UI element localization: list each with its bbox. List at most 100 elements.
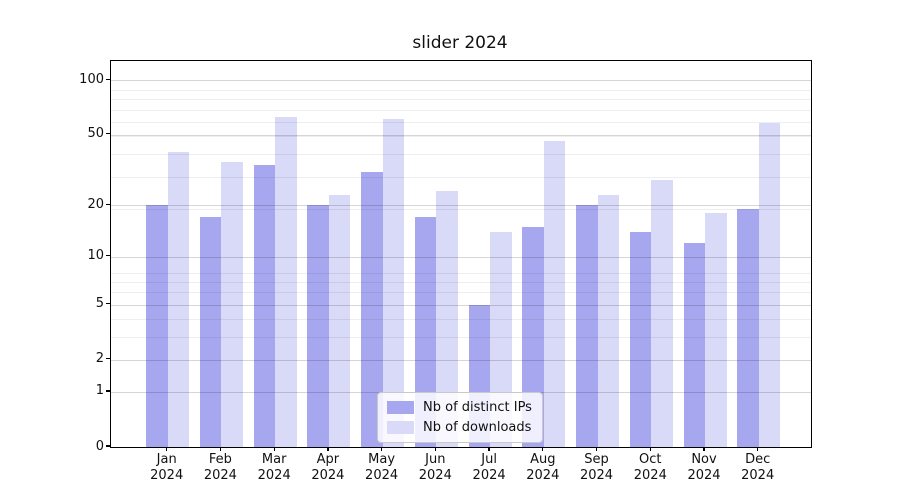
gridline-minor-49 <box>111 136 811 138</box>
x-tick-month: Apr <box>316 452 340 467</box>
gridline-major-50 <box>111 134 811 136</box>
x-tick-label-jan: Jan 2024 <box>137 452 197 484</box>
x-tick-month: Oct <box>639 452 662 467</box>
bar-ips-dec <box>737 209 759 447</box>
x-tick-label-dec: Dec 2024 <box>728 452 788 484</box>
y-tick-mark-2 <box>106 358 110 360</box>
legend-entry-1: Nb of downloads <box>387 420 532 435</box>
x-tick-label-feb: Feb 2024 <box>190 452 250 484</box>
y-tick-label-10: 10 <box>87 248 104 263</box>
y-tick-label-20: 20 <box>87 196 104 212</box>
bar-downloads-apr <box>328 194 351 447</box>
x-tick-mark-oct <box>649 447 651 451</box>
y-tick-mark-50 <box>106 133 110 135</box>
x-tick-label-mar: Mar 2024 <box>244 452 304 484</box>
bar-ips-may <box>361 171 383 447</box>
y-tick-label-2: 2 <box>95 351 104 367</box>
gridline-major-20 <box>111 205 811 207</box>
gridline-minor-39 <box>111 154 811 155</box>
bar-downloads-sep <box>597 194 620 447</box>
x-tick-month: May <box>368 452 396 467</box>
bar-downloads-dec <box>758 123 781 447</box>
legend-label-1: Nb of downloads <box>423 420 532 435</box>
bar-downloads-aug <box>543 141 566 447</box>
x-tick-year: 2024 <box>365 468 399 483</box>
bar-ips-aug <box>522 226 544 447</box>
x-tick-month: Jan <box>156 452 177 467</box>
y-tick-label-0: 0 <box>95 438 104 454</box>
x-tick-year: 2024 <box>579 468 614 483</box>
x-tick-month: Dec <box>745 452 771 467</box>
x-tick-month: Sep <box>584 452 609 467</box>
bar-ips-jan <box>146 205 168 447</box>
bar-ips-mar <box>253 164 276 447</box>
gridline-minor-29 <box>111 176 811 178</box>
x-tick-year: 2024 <box>633 468 667 483</box>
y-tick-mark-100 <box>106 78 110 81</box>
bar-ips-sep <box>576 205 598 447</box>
x-tick-month: Aug <box>530 452 556 467</box>
gridline-major-100 <box>111 80 811 82</box>
legend-entry-0: Nb of distinct IPs <box>387 400 532 415</box>
x-tick-mark-jan <box>166 447 168 451</box>
x-tick-month: Nov <box>691 452 717 467</box>
legend-label-0: Nb of distinct IPs <box>423 400 532 415</box>
chart-title: slider 2024 <box>412 33 508 53</box>
x-tick-month: Jun <box>425 452 446 467</box>
bar-ips-oct <box>629 231 652 447</box>
bar-downloads-jun <box>436 191 458 447</box>
x-tick-year: 2024 <box>472 468 506 483</box>
y-tick-label-5: 5 <box>95 296 104 312</box>
x-tick-label-aug: Aug 2024 <box>513 452 573 484</box>
x-tick-month: Jul <box>481 452 497 467</box>
x-tick-mark-aug <box>542 447 544 451</box>
x-tick-mark-nov <box>703 447 705 451</box>
x-tick-year: 2024 <box>741 468 775 483</box>
y-tick-label-100: 100 <box>79 71 104 87</box>
x-tick-month: Mar <box>261 452 287 467</box>
x-tick-label-sep: Sep 2024 <box>567 452 627 484</box>
gridline-minor-89 <box>111 89 811 91</box>
y-tick-label-1: 1 <box>95 383 104 399</box>
bar-downloads-may <box>382 119 405 447</box>
x-tick-mark-feb <box>219 447 222 451</box>
bar-ips-feb <box>199 217 222 447</box>
x-tick-mark-dec <box>757 447 759 451</box>
gridline-minor-69 <box>111 109 811 111</box>
y-tick-mark-20 <box>106 203 110 205</box>
x-tick-label-may: May 2024 <box>352 452 412 484</box>
y-tick-mark-5 <box>106 303 110 305</box>
legend: Nb of distinct IPs Nb of downloads <box>377 392 543 443</box>
x-tick-year: 2024 <box>418 468 452 483</box>
x-tick-label-oct: Oct 2024 <box>620 452 680 484</box>
x-tick-month: Feb <box>208 452 232 467</box>
x-tick-year: 2024 <box>203 468 237 483</box>
y-tick-mark-0 <box>106 445 110 447</box>
x-tick-year: 2024 <box>311 468 345 483</box>
bar-downloads-jan <box>167 152 190 447</box>
legend-swatch-0 <box>387 401 414 414</box>
x-tick-label-jul: Jul 2024 <box>459 452 519 484</box>
x-tick-label-jun: Jun 2024 <box>405 452 465 484</box>
y-tick-mark-10 <box>106 254 110 257</box>
bar-downloads-mar <box>275 116 297 447</box>
x-tick-year: 2024 <box>150 468 184 483</box>
bar-downloads-feb <box>221 162 243 447</box>
x-tick-mark-jul <box>488 447 490 451</box>
bar-ips-jun <box>414 217 437 447</box>
legend-swatch-1 <box>387 421 414 434</box>
x-tick-mark-mar <box>273 447 275 451</box>
gridline-minor-59 <box>111 121 811 123</box>
gridline-minor-19 <box>111 209 811 211</box>
bar-downloads-nov <box>705 213 727 447</box>
plot-area: Nb of distinct IPs Nb of downloads <box>110 60 812 448</box>
x-tick-year: 2024 <box>687 468 721 483</box>
y-tick-label-50: 50 <box>87 126 104 142</box>
x-tick-year: 2024 <box>526 468 560 483</box>
x-tick-mark-sep <box>595 447 598 451</box>
x-tick-label-apr: Apr 2024 <box>298 452 358 484</box>
x-tick-mark-may <box>380 447 383 451</box>
gridline-minor-79 <box>111 98 811 100</box>
bar-ips-nov <box>683 243 705 447</box>
